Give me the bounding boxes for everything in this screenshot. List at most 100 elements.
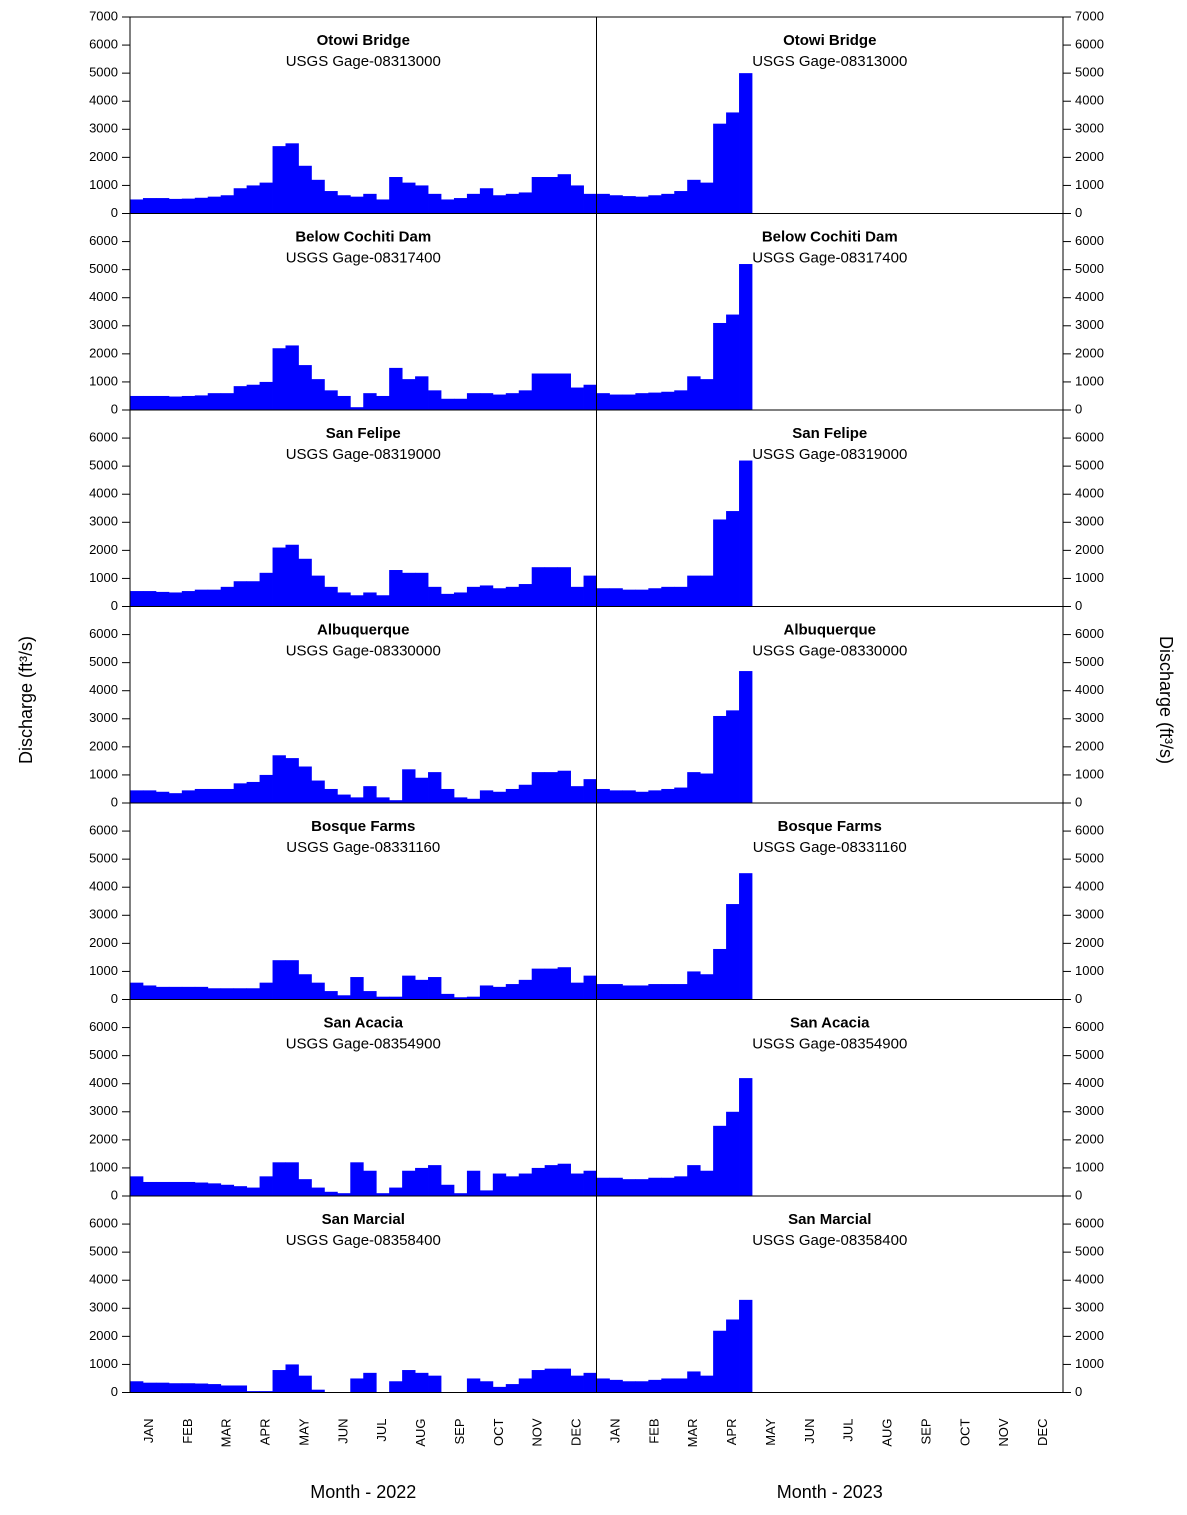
y2-tick-label: 2000 [1075,149,1104,164]
bar [583,975,597,1000]
bar [168,198,183,214]
bar [402,1370,416,1393]
y2-tick-label: 3000 [1075,710,1104,725]
bar [181,198,196,214]
bar [713,1330,727,1393]
panel-title: Below Cochiti Dam [295,229,431,246]
bar [428,977,442,1000]
bar [428,772,442,803]
y2-tick-label: 2000 [1075,345,1104,360]
bar [596,788,610,803]
bar [570,982,584,1000]
bar [428,586,442,607]
bar [181,1181,196,1196]
bar [441,398,455,410]
bar [648,588,662,607]
bar [570,387,584,410]
y2-tick-label: 4000 [1075,289,1104,304]
bar [492,1386,507,1393]
bar [415,376,429,410]
bar [233,188,248,214]
bar [272,547,286,607]
bar [259,982,273,1000]
y-tick-label: 3000 [89,317,118,332]
bar [596,1378,610,1393]
bar [700,773,714,803]
y-tick-label: 2000 [89,345,118,360]
bar [479,790,494,803]
bar [661,586,675,607]
bar [687,376,701,410]
bar [311,780,325,803]
bar [492,195,507,214]
y2-tick-label: 4000 [1075,486,1104,501]
y-tick-label: 3000 [89,1103,118,1118]
bar [142,395,157,410]
bar [220,586,235,607]
bar [726,112,740,214]
bar [518,1173,533,1196]
x-tick-label: MAR [685,1419,700,1448]
bar [311,379,325,410]
bar [531,1370,546,1393]
y2-tick-label: 4000 [1075,1075,1104,1090]
bar [311,1187,325,1196]
bar [635,791,649,803]
bar [130,395,144,410]
bar [505,984,520,1000]
x-axis-label: Month - 2023 [777,1482,883,1502]
y-tick-label: 4000 [89,486,118,501]
bar [259,182,273,214]
bar [194,395,209,410]
bar [596,193,610,214]
y-tick-label: 5000 [89,458,118,473]
bar [700,182,714,214]
bar [220,1385,235,1393]
y2-tick-label: 1000 [1075,570,1104,585]
bar [453,1193,468,1196]
x-tick-label: OCT [491,1418,506,1446]
bar [596,984,610,1000]
y2-tick-label: 3000 [1075,121,1104,136]
bar [635,393,649,410]
bar [155,591,170,607]
bar [233,783,248,803]
y-tick-label: 4000 [89,93,118,108]
bar [713,948,727,1000]
bar [337,794,351,803]
bar [479,393,494,410]
panel-title: San Felipe [326,425,401,442]
x-tick-label: FEB [646,1419,661,1444]
bar [207,1183,222,1196]
panel-title: San Felipe [792,425,867,442]
panel-subtitle: USGS Gage-08313000 [286,53,441,70]
panel-subtitle: USGS Gage-08319000 [286,446,441,463]
bar [246,781,260,803]
bar [466,798,481,803]
bar [674,984,688,1000]
bar [648,392,662,410]
bar [130,790,144,803]
panel-subtitle: USGS Gage-08354900 [286,1036,441,1053]
y2-tick-label: 6000 [1075,37,1104,52]
bar [389,1381,403,1393]
bar [402,182,416,214]
bar [168,592,183,607]
y2-tick-label: 6000 [1075,430,1104,445]
y2-tick-label: 3000 [1075,1300,1104,1315]
bar [687,575,701,607]
panel-title: San Acacia [790,1015,870,1032]
bar [726,710,740,803]
bar [220,788,235,803]
y-tick-label: 2000 [89,542,118,557]
bar [726,511,740,607]
bar [557,174,571,214]
bar [570,1375,584,1393]
bar [557,770,571,803]
y2-tick-label: 2000 [1075,935,1104,950]
y-tick-label: 6000 [89,1019,118,1034]
bar [544,373,559,410]
panel-title: San Acacia [324,1015,404,1032]
bar [155,986,170,1000]
x-tick-label: FEB [180,1419,195,1444]
